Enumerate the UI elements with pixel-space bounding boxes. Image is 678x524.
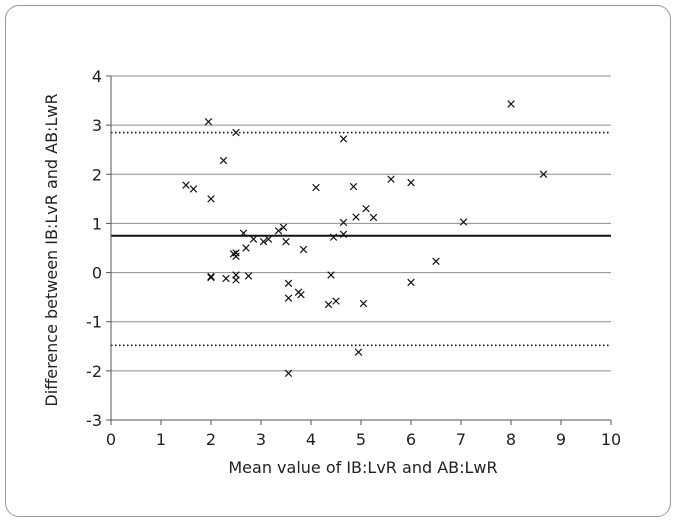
data-point-39	[354, 348, 363, 356]
data-point-27	[297, 290, 305, 299]
x-tick-label-8: 8	[506, 430, 516, 449]
x-tick-label-9: 9	[556, 430, 566, 449]
x-tick-label-3: 3	[256, 430, 266, 449]
y-tick-label-2: 2	[92, 165, 102, 184]
y-tick-label-3: 1	[92, 214, 102, 233]
data-point-13	[232, 276, 240, 284]
figure-frame	[5, 5, 671, 517]
data-point-49	[539, 170, 548, 179]
data-point-9	[232, 128, 240, 137]
y-tick-label-1: 3	[92, 116, 102, 135]
x-tick-label-0: 0	[106, 430, 116, 449]
data-point-4	[207, 273, 215, 282]
data-point-16	[244, 272, 253, 280]
data-point-48	[507, 100, 515, 108]
data-point-37	[349, 182, 358, 191]
y-axis-title: Difference between IB:LvR and AB:LwR	[42, 93, 61, 406]
data-point-42	[369, 213, 378, 222]
data-point-33	[332, 297, 340, 305]
data-point-5	[207, 272, 215, 281]
x-tick-label-1: 1	[156, 430, 166, 449]
data-point-20	[274, 227, 283, 235]
data-point-14	[239, 229, 248, 237]
data-point-2	[204, 117, 213, 126]
data-point-1	[189, 185, 198, 193]
data-point-36	[339, 230, 348, 238]
data-point-7	[222, 274, 230, 283]
data-point-17	[249, 235, 258, 243]
data-point-43	[387, 175, 395, 183]
data-point-30	[324, 300, 333, 309]
data-point-35	[339, 218, 348, 227]
data-point-47	[459, 218, 468, 226]
data-point-19	[264, 235, 273, 243]
data-point-31	[327, 271, 335, 279]
data-point-28	[299, 245, 308, 254]
x-tick-label-2: 2	[206, 430, 216, 449]
data-point-21	[279, 223, 288, 232]
data-point-18	[259, 237, 268, 246]
data-point-29	[312, 183, 320, 192]
x-tick-label-6: 6	[406, 430, 416, 449]
x-tick-label-5: 5	[356, 430, 366, 449]
y-tick-label-0: 4	[92, 67, 102, 86]
data-point-32	[329, 233, 338, 241]
data-point-44	[407, 178, 415, 187]
data-point-22	[282, 237, 290, 246]
y-tick-label-4: 0	[92, 264, 102, 283]
data-point-24	[284, 294, 293, 302]
x-tick-label-10: 10	[601, 430, 621, 449]
reference-lines	[111, 131, 611, 347]
data-point-6	[219, 156, 228, 165]
data-point-0	[182, 181, 190, 189]
data-point-40	[359, 299, 368, 308]
data-point-46	[432, 257, 440, 265]
data-point-45	[407, 278, 415, 287]
y-tick-label-5: -1	[86, 313, 102, 332]
y-tick-label-7: -3	[86, 411, 102, 430]
y-tick-label-6: -2	[86, 362, 102, 381]
data-point-15	[242, 244, 250, 252]
data-point-41	[362, 204, 370, 213]
x-tick-label-4: 4	[306, 430, 316, 449]
data-point-3	[207, 195, 215, 203]
data-point-23	[284, 279, 293, 288]
grid-lines	[111, 75, 611, 372]
data-point-38	[352, 213, 360, 221]
data-point-10	[232, 249, 240, 257]
data-point-11	[232, 252, 240, 261]
data-point-25	[284, 369, 293, 378]
data-point-34	[339, 135, 348, 143]
x-tick-label-7: 7	[456, 430, 466, 449]
data-points	[182, 100, 548, 378]
axes	[106, 75, 612, 425]
x-axis-title: Mean value of IB:LvR and AB:LwR	[228, 458, 497, 477]
